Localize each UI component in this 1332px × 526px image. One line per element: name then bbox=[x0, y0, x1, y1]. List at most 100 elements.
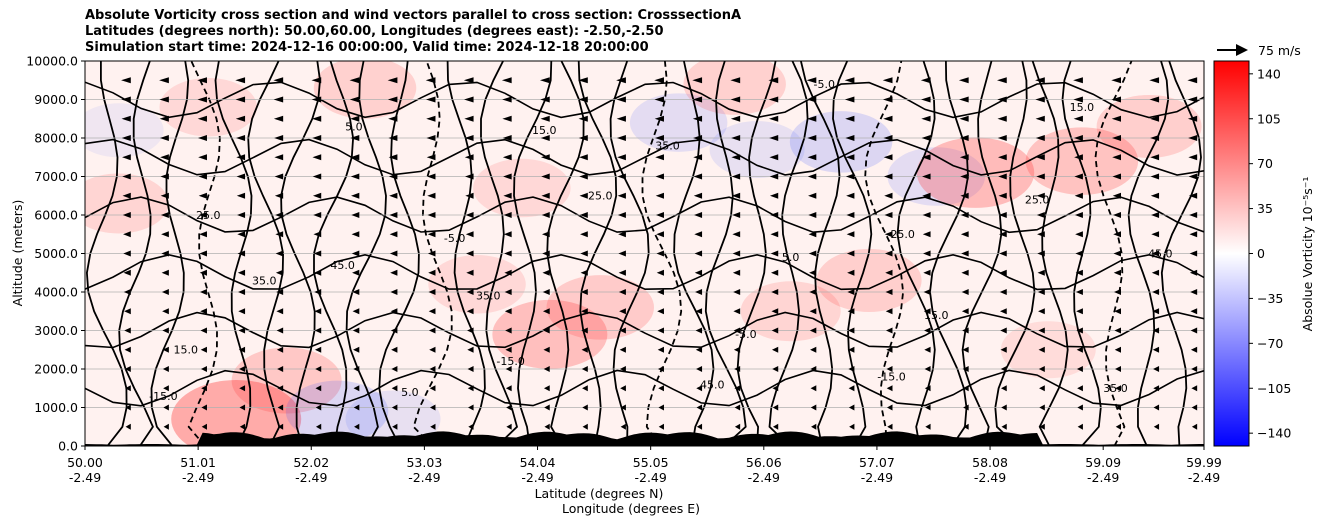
contour-line bbox=[85, 196, 1204, 234]
wind-vector bbox=[124, 366, 131, 372]
wind-vector bbox=[200, 346, 207, 353]
wind-vector bbox=[999, 308, 1007, 315]
wind-vector bbox=[845, 115, 855, 122]
wind-vector bbox=[350, 154, 360, 161]
wind-vector bbox=[1187, 115, 1198, 122]
wind-vector bbox=[541, 192, 550, 199]
quiver-key: 75 m/s bbox=[1217, 43, 1301, 58]
wind-vector bbox=[468, 423, 474, 430]
y-tick-label: 4000.0 bbox=[34, 285, 78, 300]
wind-vector bbox=[922, 212, 931, 218]
wind-vector bbox=[620, 404, 626, 411]
wind-vector bbox=[274, 135, 284, 141]
wind-vector bbox=[578, 115, 588, 122]
contour-label: -5.0 bbox=[444, 232, 465, 245]
x-tick-label-lat: 59.99 bbox=[1186, 455, 1222, 470]
contour-label: 35.0 bbox=[476, 290, 501, 303]
x-tick-label-lat: 53.03 bbox=[406, 455, 442, 470]
wind-vector bbox=[1037, 269, 1045, 276]
wind-vector bbox=[541, 231, 550, 238]
wind-vector bbox=[1188, 135, 1198, 141]
wind-vector bbox=[693, 154, 703, 161]
wind-vector bbox=[657, 366, 664, 372]
wind-vector bbox=[924, 366, 931, 372]
wind-vector bbox=[275, 269, 284, 276]
wind-vector bbox=[770, 269, 779, 276]
contour-label: 5.0 bbox=[401, 386, 419, 399]
chart-title-line-2: Latitudes (degrees north): 50.00,60.00, … bbox=[85, 24, 664, 39]
wind-vector bbox=[542, 289, 550, 295]
wind-vector bbox=[961, 269, 969, 276]
wind-vector bbox=[654, 77, 664, 84]
wind-vector bbox=[387, 77, 398, 84]
wind-vector bbox=[543, 346, 550, 353]
wind-vector bbox=[732, 212, 741, 218]
wind-vector bbox=[201, 423, 207, 430]
wind-vector bbox=[1114, 308, 1121, 315]
vorticity-region bbox=[345, 390, 441, 446]
wind-vector bbox=[847, 308, 855, 315]
wind-vector bbox=[846, 192, 855, 199]
wind-vector bbox=[809, 269, 817, 276]
wind-vector bbox=[844, 96, 855, 103]
contour-label: 45.0 bbox=[700, 378, 725, 391]
wind-vector bbox=[809, 308, 817, 315]
wind-vector bbox=[465, 173, 474, 180]
wind-vector bbox=[921, 135, 931, 141]
wind-vector bbox=[349, 77, 360, 84]
x-axis-label-longitude: Longitude (degrees E) bbox=[562, 501, 700, 516]
vorticity-region bbox=[816, 248, 922, 312]
wind-vector bbox=[197, 135, 207, 141]
quiver-key-label: 75 m/s bbox=[1258, 43, 1301, 58]
wind-vector bbox=[1037, 289, 1045, 295]
wind-vector bbox=[123, 231, 131, 238]
vorticity-region bbox=[1025, 127, 1139, 195]
wind-vector bbox=[883, 154, 893, 161]
x-tick-label-lat: 50.00 bbox=[67, 455, 103, 470]
wind-vector bbox=[882, 77, 893, 84]
wind-vector bbox=[389, 212, 398, 218]
wind-vector bbox=[695, 308, 703, 315]
wind-vector bbox=[1150, 173, 1160, 180]
wind-vector bbox=[924, 346, 931, 353]
wind-vector bbox=[354, 423, 360, 430]
wind-vector bbox=[692, 96, 703, 103]
wind-vector bbox=[542, 308, 550, 315]
colorbar-tick-label: 105 bbox=[1257, 111, 1281, 126]
wind-vector bbox=[734, 385, 741, 392]
wind-vector bbox=[539, 77, 550, 84]
wind-vector bbox=[162, 366, 169, 372]
wind-vector bbox=[883, 135, 893, 141]
wind-vector bbox=[810, 404, 817, 411]
y-tick-label: 0.0 bbox=[58, 439, 78, 454]
wind-vector bbox=[658, 423, 664, 430]
wind-vector bbox=[275, 231, 284, 238]
wind-vector bbox=[616, 77, 626, 84]
wind-vector bbox=[121, 77, 131, 84]
wind-vector bbox=[201, 385, 207, 392]
wind-vector bbox=[429, 404, 436, 411]
wind-vector bbox=[238, 327, 246, 334]
wind-vector bbox=[1191, 366, 1198, 372]
wind-vector bbox=[581, 346, 588, 353]
wind-vector bbox=[848, 385, 855, 392]
wind-vector bbox=[848, 366, 855, 372]
wind-vector bbox=[695, 346, 703, 353]
wind-vector bbox=[125, 404, 131, 411]
contour-line bbox=[85, 138, 1204, 176]
wind-vector bbox=[198, 192, 207, 199]
wind-vector bbox=[349, 96, 360, 103]
wind-vector bbox=[161, 231, 169, 238]
wind-vector bbox=[428, 289, 436, 295]
wind-vector bbox=[961, 289, 969, 295]
wind-vector bbox=[769, 135, 779, 141]
wind-vector bbox=[579, 173, 588, 180]
wind-vector bbox=[315, 423, 322, 430]
wind-vector bbox=[465, 192, 474, 199]
wind-vector bbox=[656, 289, 664, 295]
wind-vector bbox=[1001, 423, 1007, 430]
wind-vector bbox=[1190, 308, 1198, 315]
wind-vector bbox=[807, 154, 817, 161]
wind-vector bbox=[1075, 269, 1083, 276]
